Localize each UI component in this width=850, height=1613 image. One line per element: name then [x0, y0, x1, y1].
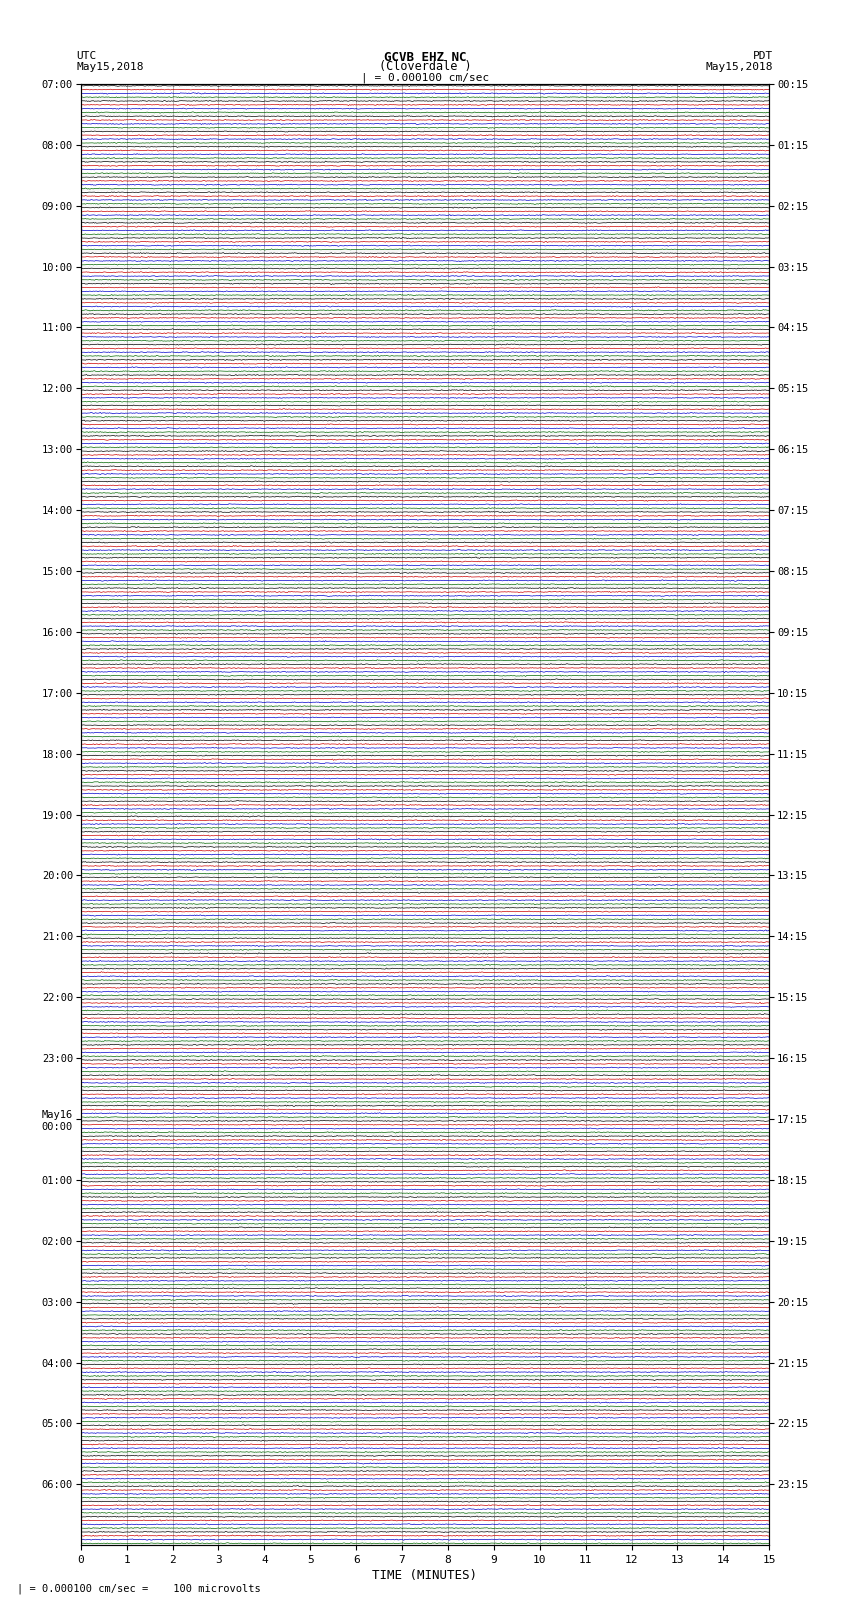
- Text: PDT: PDT: [753, 52, 774, 61]
- X-axis label: TIME (MINUTES): TIME (MINUTES): [372, 1569, 478, 1582]
- Text: (Cloverdale ): (Cloverdale ): [379, 60, 471, 73]
- Text: | = 0.000100 cm/sec =    100 microvolts: | = 0.000100 cm/sec = 100 microvolts: [17, 1582, 261, 1594]
- Text: May15,2018: May15,2018: [706, 61, 774, 71]
- Text: UTC: UTC: [76, 52, 97, 61]
- Text: GCVB EHZ NC: GCVB EHZ NC: [383, 50, 467, 65]
- Text: | = 0.000100 cm/sec: | = 0.000100 cm/sec: [361, 73, 489, 84]
- Text: May15,2018: May15,2018: [76, 61, 144, 71]
